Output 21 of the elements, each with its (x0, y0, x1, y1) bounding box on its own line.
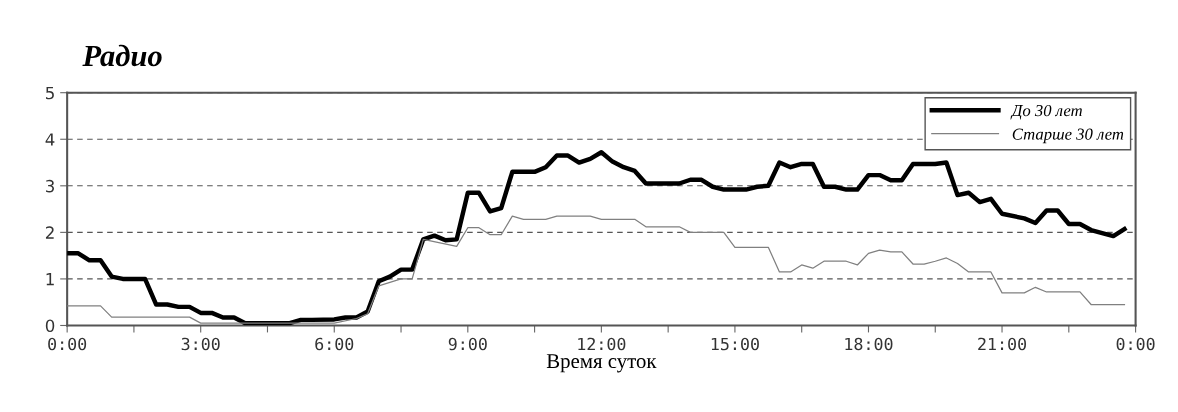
x-axis-title: Время суток (546, 354, 657, 373)
y-tick-label: 0 (45, 319, 55, 333)
line-series (67, 215, 1126, 324)
x-tick-label: 3:00 (181, 337, 220, 351)
x-tick-label: 0:00 (1116, 337, 1155, 351)
x-tick-label: 12:00 (578, 337, 626, 351)
y-tick-label: 1 (46, 273, 54, 286)
legend-label: До 30 лет (1010, 104, 1082, 120)
line-series (67, 150, 1127, 326)
x-tick-label: 18:00 (845, 337, 893, 351)
x-tick-label: 21:00 (978, 337, 1027, 351)
y-tick-label: 3 (46, 179, 54, 193)
y-tick-label: 5 (46, 86, 54, 100)
x-tick-label: 9:00 (448, 337, 487, 351)
x-tick-label: 15:00 (711, 337, 759, 351)
x-tick-label: 0:00 (48, 337, 87, 351)
y-tick-label: 2 (45, 226, 54, 239)
y-tick-label: 4 (45, 133, 55, 146)
x-tick-label: 6:00 (315, 337, 354, 351)
chart-title: Радио (82, 44, 162, 67)
legend-label: Старше 30 лет (1012, 128, 1124, 144)
